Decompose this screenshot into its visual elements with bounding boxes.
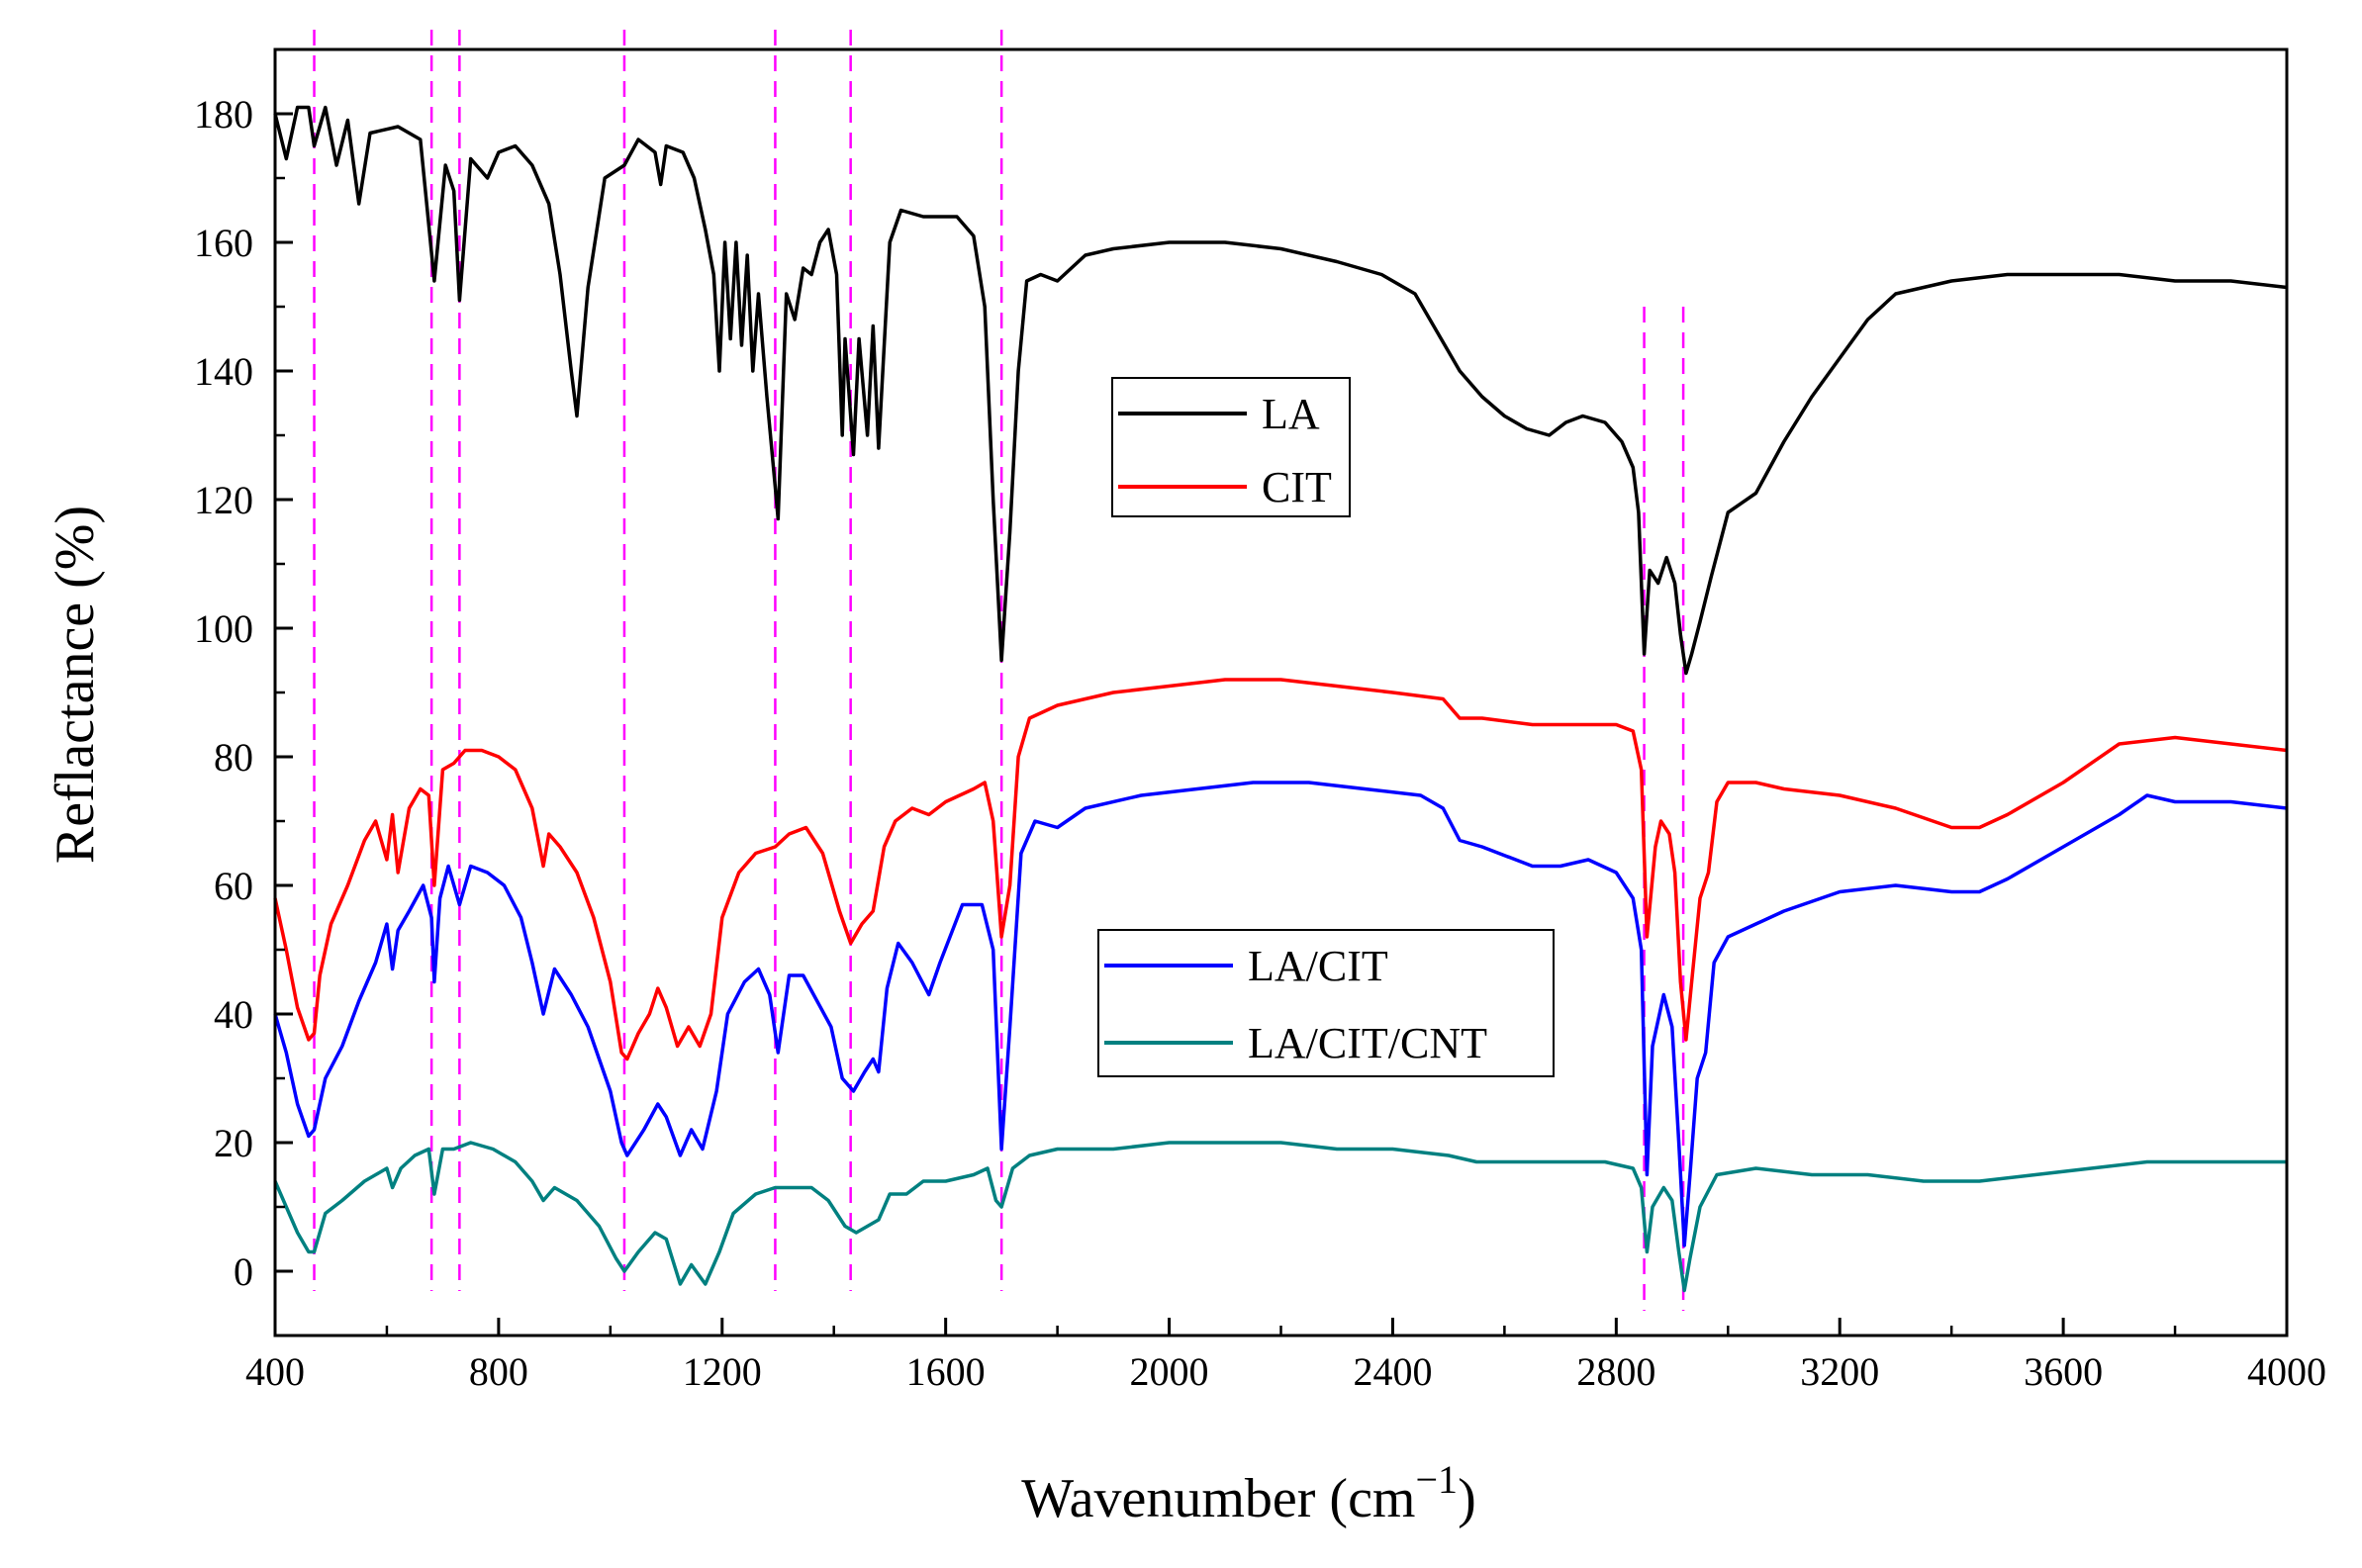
y-tick-label-140: 140: [194, 349, 253, 394]
x-tick-label-1200: 1200: [683, 1349, 762, 1394]
x-axis-title-close: ): [1458, 1468, 1476, 1529]
y-tick-label-180: 180: [194, 92, 253, 137]
x-tick-label-3600: 3600: [2024, 1349, 2103, 1394]
y-axis-title: Reflactance (%): [45, 506, 106, 864]
y-tick-label-20: 20: [214, 1121, 253, 1165]
y-tick-label-120: 120: [194, 478, 253, 522]
legend-label-la: LA: [1262, 390, 1320, 438]
legend-label-cit: CIT: [1262, 463, 1332, 511]
legend-upper: LA CIT: [1111, 377, 1351, 517]
x-tick-label-3200: 3200: [1800, 1349, 1879, 1394]
y-axis: 0 20 40 60 80 100 120 140 160 180: [194, 47, 293, 1337]
legend-label-la-cit-cnt: LA/CIT/CNT: [1248, 1019, 1487, 1067]
x-tick-label-4000: 4000: [2247, 1349, 2326, 1394]
legend-upper-box: [1111, 377, 1351, 517]
x-tick-label-400: 400: [245, 1349, 305, 1394]
legend-lower-box: [1097, 929, 1555, 1077]
x-axis-title-main: Wavenumber (cm: [1021, 1468, 1415, 1529]
series-line-la-cit: [273, 781, 2288, 1247]
legend-lower: LA/CIT LA/CIT/CNT: [1097, 929, 1555, 1077]
x-tick-label-800: 800: [469, 1349, 528, 1394]
y-tick-label-100: 100: [194, 606, 253, 651]
x-axis-title: Wavenumber (cm−1): [1021, 1457, 1475, 1529]
series-line-cit: [273, 678, 2288, 1061]
y-tick-label-40: 40: [214, 992, 253, 1037]
y-tick-label-80: 80: [214, 735, 253, 780]
x-tick-label-2400: 2400: [1353, 1349, 1432, 1394]
x-tick-label-1600: 1600: [906, 1349, 986, 1394]
x-axis: 400 800 1200 1600 2000 2400 2800 3200 3600 4000: [245, 1318, 2326, 1394]
y-tick-label-160: 160: [194, 221, 253, 265]
series-line-la: [273, 105, 2288, 676]
y-tick-label-0: 0: [234, 1249, 253, 1294]
series-line-la-cit-cnt: [273, 1141, 2287, 1293]
x-tick-label-2800: 2800: [1576, 1349, 1655, 1394]
x-axis-title-superscript: −1: [1416, 1457, 1459, 1502]
series-layer: [273, 105, 2288, 1293]
x-tick-label-2000: 2000: [1130, 1349, 1209, 1394]
y-tick-label-60: 60: [214, 864, 253, 908]
legend-label-la-cit: LA/CIT: [1248, 942, 1388, 990]
